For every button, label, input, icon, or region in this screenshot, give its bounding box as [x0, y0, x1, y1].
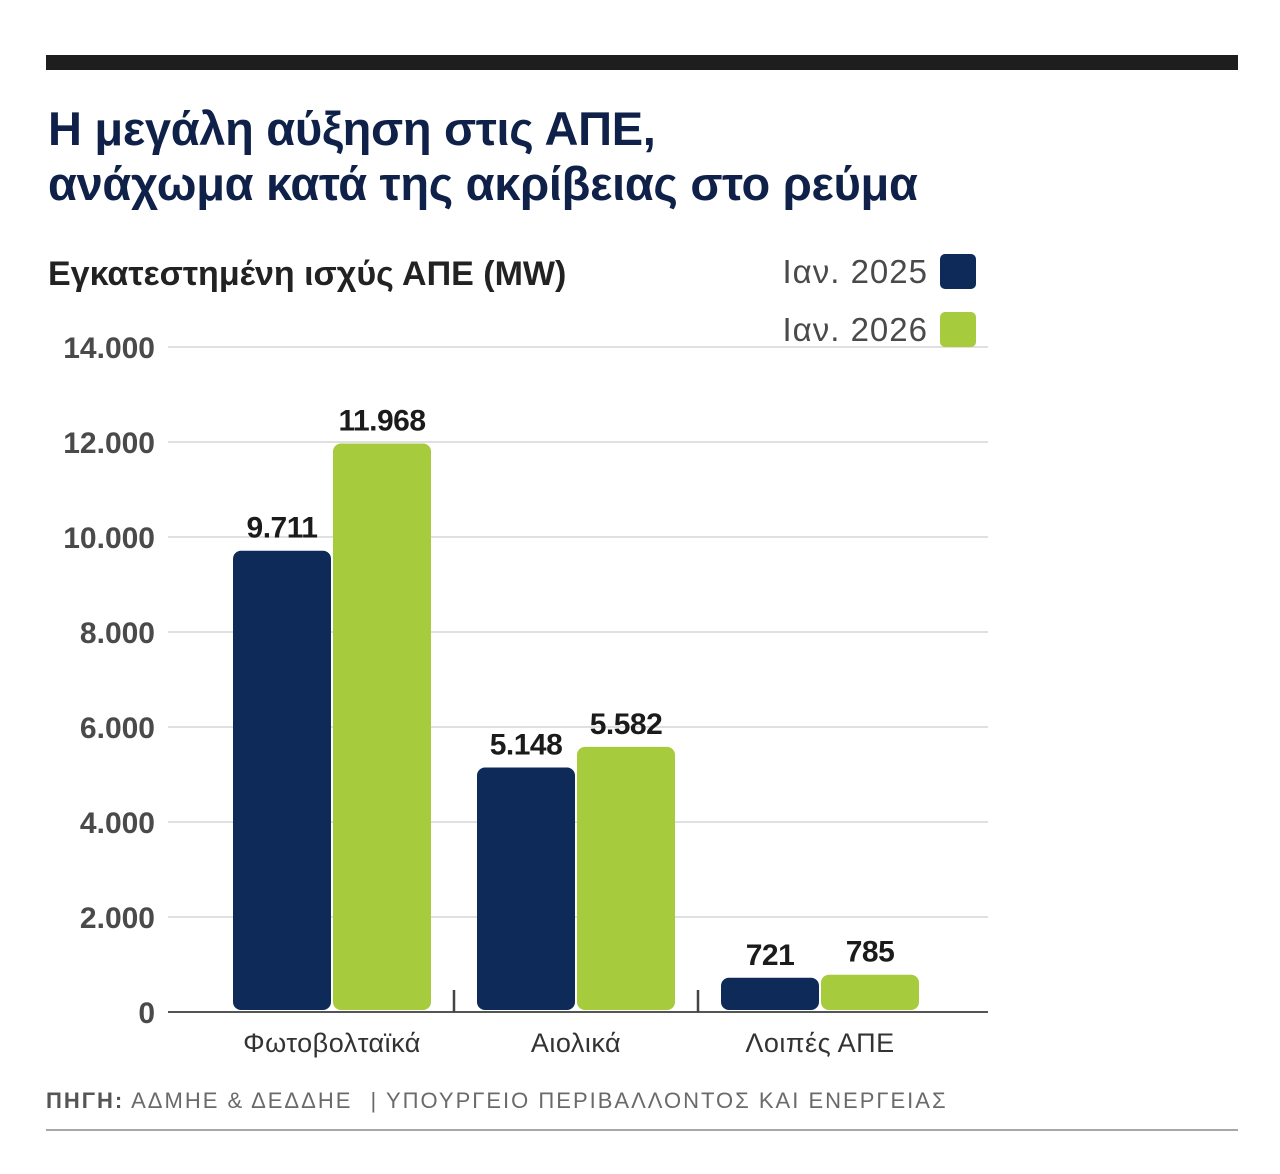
bar-other-res-jan-2026	[821, 974, 919, 1010]
value-label-other-res-jan-2025: 721	[746, 939, 795, 972]
y-tick-label-8000: 8.000	[80, 617, 155, 650]
y-tick-label-14000: 14.000	[63, 332, 155, 365]
category-label-wind: Αιολικά	[531, 1028, 621, 1058]
source-ministry: ΥΠΟΥΡΓΕΙΟ ΠΕΡΙΒΑΛΛΟΝΤΟΣ ΚΑΙ ΕΝΕΡΓΕΙΑΣ	[385, 1088, 948, 1113]
bar-photovoltaics-jan-2026	[333, 443, 431, 1010]
bar-wind-jan-2026	[577, 746, 675, 1010]
legend-swatch-jan-2025	[940, 254, 976, 289]
category-label-other-res: Λοιπές ΑΠΕ	[745, 1028, 894, 1058]
y-tick-label-0: 0	[138, 997, 155, 1030]
legend-label-jan-2026: Ιαν. 2026	[782, 311, 928, 348]
value-label-wind-jan-2025: 5.148	[490, 728, 563, 761]
bottom-rule	[46, 1129, 1238, 1131]
bar-other-res-jan-2025	[721, 977, 819, 1010]
y-tick-label-12000: 12.000	[63, 427, 155, 460]
bar-photovoltaics-jan-2025	[233, 550, 331, 1010]
source-label: ΠΗΓΗ:	[46, 1088, 125, 1113]
value-label-other-res-jan-2026: 785	[846, 936, 895, 969]
bar-wind-jan-2025	[477, 767, 575, 1010]
headline-line-2: ανάχωμα κατά της ακρίβειας στο ρεύμα	[48, 157, 918, 210]
source-text: ΑΔΜΗΕ & ΔΕΔΔΗΕ	[131, 1088, 353, 1113]
headline-line-1: Η μεγάλη αύξηση στις ΑΠΕ,	[48, 102, 656, 155]
category-label-photovoltaics: Φωτοβολταϊκά	[243, 1028, 421, 1058]
y-tick-label-10000: 10.000	[63, 522, 155, 555]
value-label-photovoltaics-jan-2025: 9.711	[247, 512, 318, 545]
legend-item-jan-2025: Ιαν. 2025	[782, 253, 976, 290]
value-label-photovoltaics-jan-2026: 11.968	[338, 405, 425, 438]
headline: Η μεγάλη αύξηση στις ΑΠΕ, ανάχωμα κατά τ…	[48, 101, 918, 211]
value-label-wind-jan-2026: 5.582	[590, 708, 663, 741]
legend-swatch-jan-2026	[940, 312, 976, 347]
legend-item-jan-2026: Ιαν. 2026	[782, 311, 976, 348]
top-rule	[46, 55, 1238, 70]
chart-title: Εγκατεστημένη ισχύς ΑΠΕ (MW)	[48, 255, 567, 293]
y-tick-label-2000: 2.000	[80, 902, 155, 935]
source-separator: |	[370, 1088, 379, 1113]
legend-label-jan-2025: Ιαν. 2025	[782, 253, 928, 290]
y-tick-label-4000: 4.000	[80, 807, 155, 840]
source-line: ΠΗΓΗ: ΑΔΜΗΕ & ΔΕΔΔΗΕ | ΥΠΟΥΡΓΕΙΟ ΠΕΡΙΒΑΛ…	[46, 1089, 948, 1113]
y-tick-label-6000: 6.000	[80, 712, 155, 745]
